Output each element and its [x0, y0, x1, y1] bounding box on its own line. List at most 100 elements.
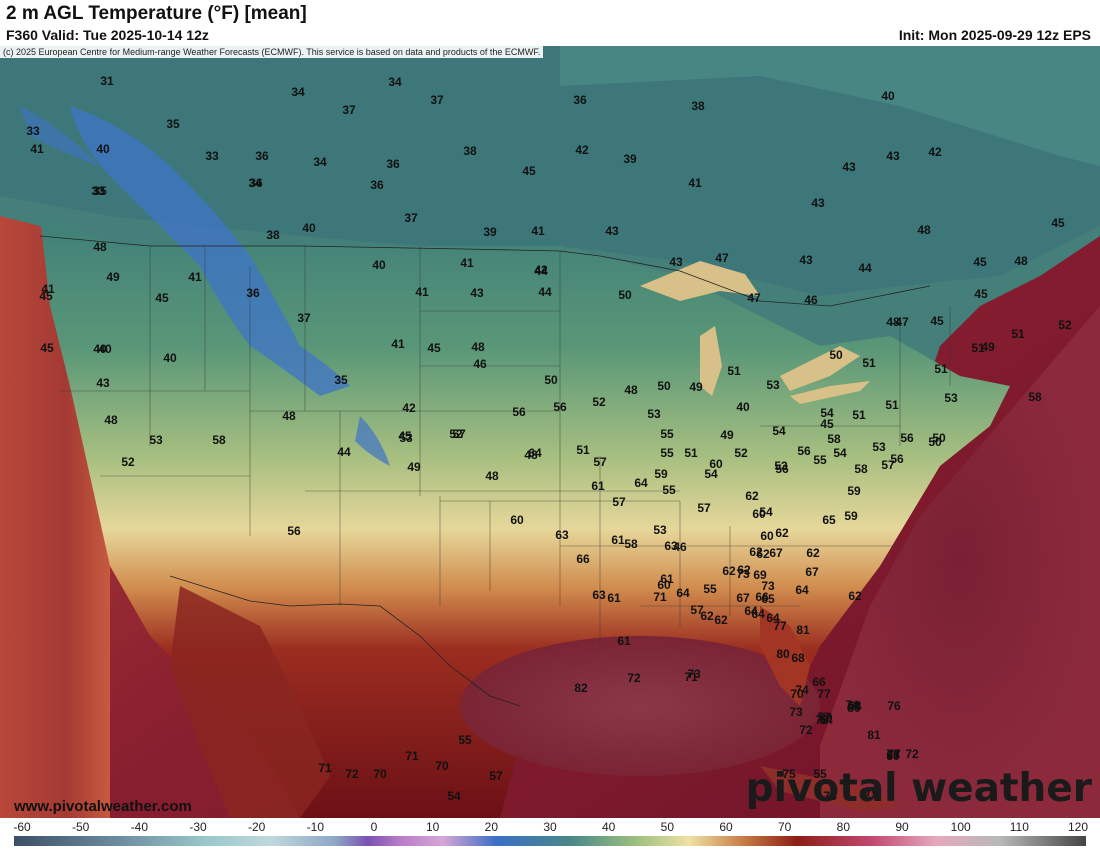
temperature-label: 60	[657, 578, 671, 592]
temperature-label: 44	[337, 445, 351, 459]
temperature-label: 54	[848, 699, 862, 713]
temperature-label: 45	[427, 341, 441, 355]
watermark-brand: pivotal weather	[745, 766, 1092, 811]
temperature-label: 48	[471, 340, 485, 354]
temperature-label: 53	[944, 391, 958, 405]
temperature-label: 56	[890, 452, 904, 466]
temperature-label: 57	[697, 501, 711, 515]
temperature-label: 51	[885, 398, 899, 412]
temperature-label: 70	[373, 767, 387, 781]
temperature-label: 77	[773, 619, 787, 633]
temperature-label: 55	[660, 427, 674, 441]
temperature-label: 48	[524, 448, 538, 462]
temperature-label: 54	[819, 713, 833, 727]
temperature-label: 51	[971, 341, 985, 355]
temperature-label: 44	[858, 261, 872, 275]
temperature-label: 49	[981, 340, 995, 354]
temperature-label: 42	[928, 145, 942, 159]
temperature-label: 62	[722, 564, 736, 578]
temperature-label: 60	[709, 457, 723, 471]
temperature-label: 63	[664, 539, 678, 553]
colorbar-tick-label: 110	[1009, 820, 1029, 834]
temperature-label: 62	[714, 613, 728, 627]
temperature-label: 68	[791, 651, 805, 665]
temperature-label: 76	[887, 699, 901, 713]
temperature-label: 56	[512, 405, 526, 419]
temperature-label: 51	[576, 443, 590, 457]
temperature-label: 34	[313, 155, 327, 169]
temperature-label: 50	[829, 348, 843, 362]
temperature-label: 40	[96, 142, 110, 156]
temperature-label: 71	[684, 670, 698, 684]
colorbar-tick-label: 40	[601, 820, 616, 834]
temperature-label: 41	[531, 224, 545, 238]
temperature-label: 39	[623, 152, 637, 166]
temperature-label: 64	[744, 604, 758, 618]
temperature-label: 53	[653, 523, 667, 537]
valid-time: F360 Valid: Tue 2025-10-14 12z	[6, 27, 209, 43]
temperature-label: 48	[282, 409, 296, 423]
temperature-label: 73	[815, 713, 829, 727]
chart-title: 2 m AGL Temperature (°F) [mean]	[6, 3, 307, 24]
temperature-label: 43	[669, 255, 683, 269]
temperature-label: 73	[789, 705, 803, 719]
temperature-label: 74	[845, 698, 859, 712]
temperature-label: 36	[249, 176, 263, 190]
temperature-label: 81	[867, 728, 881, 742]
temperature-label: 38	[463, 144, 477, 158]
temperature-label: 60	[752, 507, 766, 521]
temperature-label: 40	[93, 342, 107, 356]
copyright-notice: (c) 2025 European Centre for Medium-rang…	[0, 46, 544, 58]
colorbar-tick-label: 90	[895, 820, 909, 834]
temperature-label: 40	[163, 351, 177, 365]
temperature-label: 48	[93, 240, 107, 254]
temperature-label: 45	[1051, 216, 1065, 230]
temperature-label: 50	[928, 435, 942, 449]
temperature-label: 61	[607, 591, 621, 605]
colorbar-tick-label: -20	[247, 820, 266, 834]
temperature-label: 56	[775, 462, 789, 476]
temperature-label: 42	[575, 143, 589, 157]
temperature-label: 43	[799, 253, 813, 267]
temperature-label: 77	[817, 687, 831, 701]
temperature-label: 37	[342, 103, 356, 117]
temperature-label: 48	[917, 223, 931, 237]
temperature-label: 64	[795, 583, 809, 597]
temperature-label: 57	[593, 455, 607, 469]
temperature-label: 66	[755, 590, 769, 604]
init-time: Init: Mon 2025-09-29 12z EPS	[898, 27, 1091, 43]
temperature-label: 65	[761, 592, 775, 606]
temperature-label: 50	[544, 373, 558, 387]
temperature-label: 62	[848, 589, 862, 603]
temperature-label: 55	[458, 733, 472, 747]
temperature-label: 62	[700, 609, 714, 623]
temperature-map[interactable]: (c) 2025 European Centre for Medium-rang…	[0, 46, 1100, 818]
temperature-label: 73	[736, 567, 750, 581]
temperature-label: 80	[847, 701, 861, 715]
temperature-label: 66	[812, 675, 826, 689]
temperature-label: 71	[653, 590, 667, 604]
colorbar-tick-label: 70	[777, 820, 792, 834]
temperature-label: 40	[302, 221, 316, 235]
temperature-label: 56	[287, 524, 301, 538]
temperature-label: 46	[804, 293, 818, 307]
temperature-label: 41	[460, 256, 474, 270]
temperature-label: 52	[1058, 318, 1072, 332]
temperature-label: 45	[155, 291, 169, 305]
temperature-label: 65	[822, 513, 836, 527]
temperature-label: 54	[704, 467, 718, 481]
temperature-label: 53	[149, 433, 163, 447]
colorbar-tick-label: 60	[719, 820, 733, 834]
temperature-label: 36	[246, 286, 260, 300]
colorbar-strip	[14, 836, 1086, 846]
temperature-label: 81	[796, 623, 810, 637]
temperature-label: 35	[166, 117, 180, 131]
temperature-label: 45	[820, 417, 834, 431]
temperature-label: 73	[761, 579, 775, 593]
temperature-label: 57	[817, 710, 831, 724]
temperature-label: 55	[813, 453, 827, 467]
temperature-label: 43	[842, 160, 856, 174]
temperature-label: 67	[736, 591, 750, 605]
temperature-label: 54	[833, 446, 847, 460]
temperature-label: 37	[297, 311, 311, 325]
